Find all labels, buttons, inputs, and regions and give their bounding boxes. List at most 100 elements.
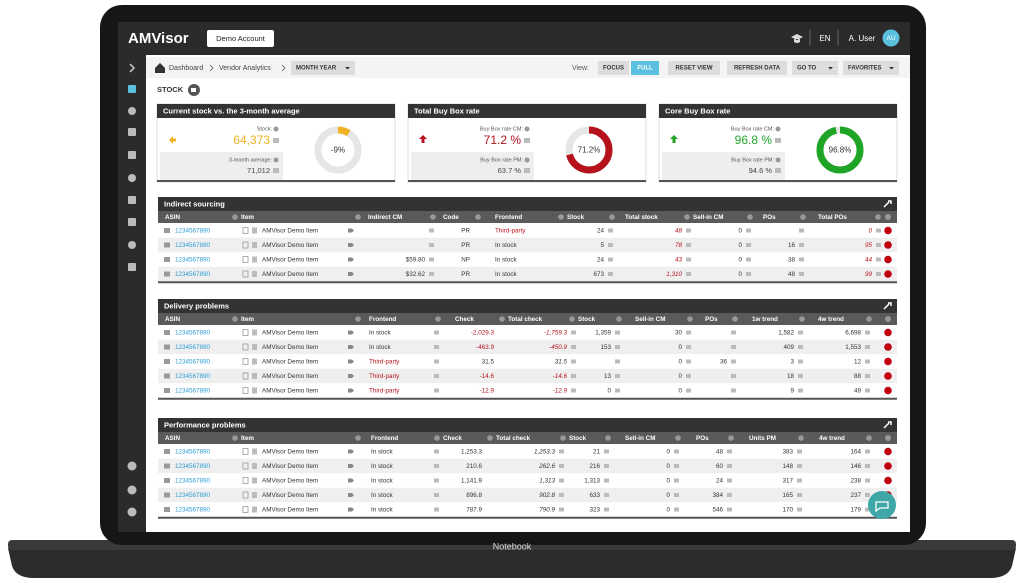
wrench-icon[interactable]: [883, 200, 892, 208]
column-header[interactable]: Total POs: [818, 214, 847, 221]
column-header[interactable]: Stock: [569, 435, 587, 442]
asin-link[interactable]: 1234567890: [175, 228, 211, 235]
sidebar-icon[interactable]: [128, 128, 136, 136]
toolbar-button[interactable]: [668, 61, 720, 75]
column-header[interactable]: Frontend: [369, 316, 396, 323]
asin-link[interactable]: 1234567890: [175, 257, 211, 264]
avatar-initials[interactable]: AU: [886, 35, 895, 42]
sidebar-icon[interactable]: [127, 461, 137, 471]
column-header[interactable]: POs: [705, 316, 718, 323]
column-header[interactable]: Check: [455, 316, 474, 323]
school-icon[interactable]: [791, 34, 803, 43]
info-icon: [475, 214, 481, 220]
toolbar-button-label[interactable]: FAVORITES: [848, 66, 882, 72]
sidebar-icon[interactable]: [129, 63, 136, 73]
cell: AMVisor Demo Item: [262, 463, 318, 470]
toolbar-button[interactable]: [792, 61, 838, 75]
account-button[interactable]: [207, 30, 274, 47]
column-header[interactable]: Sell-in CM: [635, 316, 665, 323]
column-header[interactable]: Total stock: [625, 214, 658, 221]
asin-link[interactable]: 1234567890: [175, 242, 211, 249]
chart-icon: [434, 388, 439, 393]
column-header[interactable]: ASIN: [165, 316, 180, 323]
column-header[interactable]: Item: [241, 214, 254, 221]
wrench-icon[interactable]: [883, 421, 892, 429]
table-bottom-border: [158, 281, 897, 284]
column-header[interactable]: Frontend: [495, 214, 522, 221]
period[interactable]: MONTH YEAR: [296, 66, 337, 72]
column-header[interactable]: 4w trend: [818, 316, 844, 323]
chart-icon: [798, 388, 803, 393]
sidebar-icon[interactable]: [128, 85, 136, 93]
column-header[interactable]: Units PM: [749, 435, 776, 442]
sidebar-icon[interactable]: [128, 107, 136, 115]
column-header[interactable]: Code: [443, 214, 459, 221]
sidebar-icon[interactable]: [128, 151, 136, 159]
asin-link[interactable]: 1234567890: [175, 330, 211, 337]
asin-link[interactable]: 1234567890: [175, 492, 211, 499]
account-name[interactable]: Demo Account: [216, 34, 266, 43]
chat-button[interactable]: [868, 491, 896, 519]
view-button[interactable]: [631, 61, 659, 75]
sidebar-icon[interactable]: [128, 218, 136, 226]
toolbar-button[interactable]: [843, 61, 899, 75]
sidebar-icon[interactable]: [128, 174, 136, 182]
view-button-label[interactable]: FULL: [637, 66, 653, 72]
column-header[interactable]: Item: [241, 435, 254, 442]
toolbar-button[interactable]: [727, 61, 787, 75]
column-header[interactable]: Stock: [567, 214, 585, 221]
view-button-label[interactable]: FOCUS: [603, 66, 624, 72]
wrench-icon[interactable]: [883, 302, 892, 310]
chart-icon: [876, 228, 881, 233]
column-header[interactable]: Frontend: [371, 435, 398, 442]
column-header[interactable]: Total check: [508, 316, 543, 323]
column-header[interactable]: ASIN: [165, 435, 180, 442]
toolbar-button-label[interactable]: GO TO: [797, 66, 817, 72]
column-header[interactable]: Item: [241, 316, 254, 323]
asin-link[interactable]: 1234567890: [175, 463, 211, 470]
cell: 0: [607, 388, 611, 395]
column-header[interactable]: Stock: [578, 316, 596, 323]
column-header[interactable]: POs: [696, 435, 709, 442]
kpi-header: [408, 104, 646, 118]
view-button[interactable]: [598, 61, 629, 75]
column-header[interactable]: 4w trend: [819, 435, 845, 442]
donut-label: 71.2%: [578, 146, 601, 155]
column-header[interactable]: Sell-in CM: [625, 435, 655, 442]
home-icon[interactable]: [155, 63, 165, 73]
kpi-secondary-value: 71,012: [247, 166, 270, 175]
asin-link[interactable]: 1234567890: [175, 271, 211, 278]
link-icon: [242, 462, 249, 470]
column-header[interactable]: ASIN: [165, 214, 180, 221]
asin-link[interactable]: 1234567890: [175, 359, 211, 366]
toolbar-button-label[interactable]: REFRESH DATA: [734, 66, 781, 72]
sidebar-icon[interactable]: [127, 485, 137, 495]
breadcrumb-sep: [281, 64, 286, 72]
sidebar-icon[interactable]: [128, 263, 136, 271]
asin-link[interactable]: 1234567890: [175, 449, 211, 456]
asin-link[interactable]: 1234567890: [175, 478, 211, 485]
sidebar-icon[interactable]: [128, 196, 136, 204]
sidebar-icon[interactable]: [127, 507, 137, 517]
avatar[interactable]: [882, 29, 900, 47]
column-header[interactable]: Total check: [496, 435, 531, 442]
user-name[interactable]: A. User: [849, 34, 876, 43]
column-header[interactable]: 1w trend: [752, 316, 778, 323]
toolbar-button-label[interactable]: RESET VIEW: [675, 66, 712, 72]
asin-link[interactable]: 1234567890: [175, 344, 211, 351]
asin-link[interactable]: 1234567890: [175, 373, 211, 380]
column-header[interactable]: Indirect CM: [368, 214, 402, 221]
asin-link[interactable]: 1234567890: [175, 388, 211, 395]
column-header[interactable]: Sell-in CM: [693, 214, 723, 221]
breadcrumb-item[interactable]: Dashboard: [169, 65, 203, 72]
asin-link[interactable]: 1234567890: [175, 507, 211, 514]
info-icon: [560, 435, 566, 441]
language[interactable]: EN: [819, 34, 830, 43]
chart-icon: [604, 493, 609, 497]
sidebar-icon[interactable]: [128, 241, 136, 249]
chart-icon: [686, 257, 691, 262]
breadcrumb-item[interactable]: Vendor Analytics: [219, 65, 271, 72]
period-select[interactable]: [291, 61, 355, 75]
column-header[interactable]: POs: [763, 214, 776, 221]
column-header[interactable]: Check: [443, 435, 462, 442]
